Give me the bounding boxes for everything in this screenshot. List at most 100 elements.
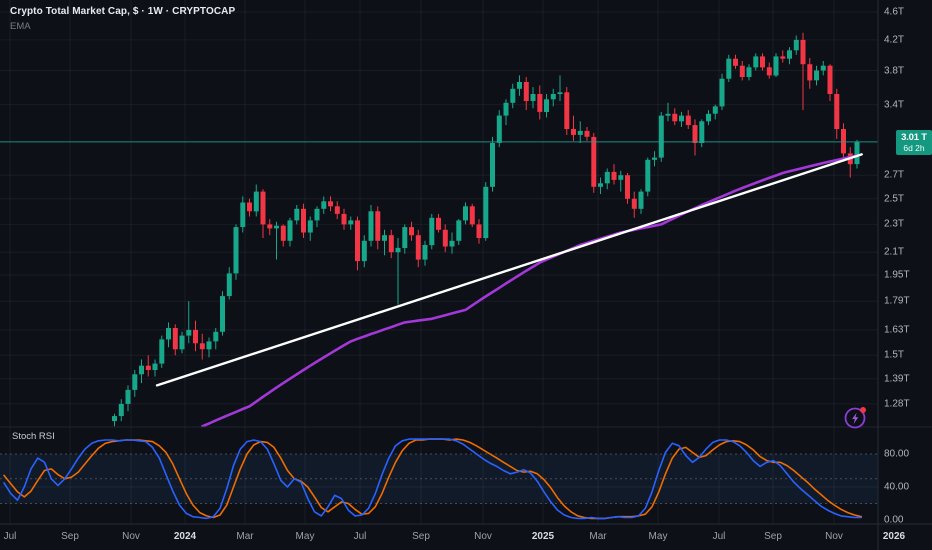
- candle: [814, 65, 819, 86]
- time-axis-label: Sep: [61, 531, 79, 542]
- stoch-rsi-label[interactable]: Stoch RSI: [12, 431, 55, 442]
- time-axis-label: Jul: [3, 531, 17, 542]
- candle: [841, 123, 846, 162]
- candle: [672, 108, 678, 126]
- candle: [733, 54, 738, 69]
- oscillator-axis-label: 40.00: [884, 481, 910, 493]
- candle: [132, 370, 138, 397]
- candle: [267, 219, 273, 236]
- price-axis[interactable]: 4.6T 4.2T 3.8T 3.4T 2.7T 2.5T 2.3T 2.1T 1.95T 1.7…: [878, 0, 932, 427]
- candle: [692, 119, 698, 156]
- candle: [226, 267, 232, 300]
- candle: [179, 331, 185, 354]
- last-price-badge: 3.01 T 6d 2h: [896, 129, 932, 155]
- oscillator-axis-label: 80.00: [884, 448, 910, 460]
- candle: [827, 64, 833, 101]
- candle: [820, 61, 826, 76]
- candle: [537, 85, 543, 120]
- candle: [584, 127, 590, 141]
- candle: [746, 64, 752, 81]
- candle: [388, 229, 394, 259]
- time-axis-label: Sep: [764, 531, 782, 542]
- candle: [557, 75, 563, 101]
- candle: [490, 136, 495, 192]
- price-axis-label: 1.5T: [884, 349, 905, 361]
- time-axis-label: 2024: [173, 531, 197, 542]
- candle: [719, 73, 725, 111]
- candle: [530, 87, 536, 109]
- candle: [760, 53, 765, 71]
- candle: [652, 151, 657, 167]
- candle: [463, 202, 468, 225]
- candle: [807, 57, 813, 89]
- candle: [280, 224, 286, 247]
- candle: [159, 335, 165, 368]
- candle: [631, 191, 637, 218]
- candle: [496, 110, 502, 148]
- candle: [726, 54, 732, 82]
- chart-legend: Crypto Total Market Cap, $ · 1W · CRYPTO…: [10, 6, 235, 32]
- price-axis-label: 1.28T: [884, 398, 910, 410]
- candle: [260, 189, 266, 238]
- price-axis-label: 3.4T: [884, 99, 905, 111]
- ema-indicator-label[interactable]: EMA: [10, 21, 31, 32]
- candle: [382, 229, 387, 256]
- candle: [125, 385, 131, 412]
- candle: [456, 219, 462, 245]
- candle: [213, 328, 219, 350]
- candle: [402, 224, 408, 254]
- candle: [247, 198, 252, 217]
- candle: [294, 205, 300, 225]
- candle: [544, 94, 549, 118]
- last-price-value: 3.01 T: [901, 131, 927, 143]
- candle: [274, 221, 279, 260]
- time-axis-label: May: [295, 531, 315, 542]
- candle: [598, 177, 603, 194]
- candle: [638, 189, 644, 214]
- candle: [604, 168, 610, 190]
- bar-countdown: 6d 2h: [903, 142, 925, 153]
- time-axis-label: Nov: [825, 531, 843, 542]
- time-axis[interactable]: Jul Sep Nov 2024 Mar May Jul Sep Nov 2025 Mar May Ju…: [0, 524, 932, 550]
- candle: [611, 164, 617, 185]
- instant-trading-button[interactable]: [842, 404, 868, 430]
- time-axis-label: Nov: [474, 531, 492, 542]
- candle: [800, 32, 806, 111]
- oscillator-axis[interactable]: 80.00 40.00 0.00: [878, 427, 932, 526]
- candle: [618, 170, 624, 192]
- candle: [193, 320, 198, 352]
- candle: [112, 413, 117, 427]
- time-axis-label: 2025: [531, 531, 555, 542]
- candle: [523, 77, 529, 111]
- candle: [766, 62, 772, 79]
- candles: [112, 32, 860, 427]
- candle: [422, 240, 428, 266]
- candle: [739, 61, 745, 81]
- time-axis-label: Jul: [353, 531, 367, 542]
- candle: [328, 196, 333, 212]
- price-axis-label: 4.6T: [884, 6, 905, 18]
- candle: [753, 53, 759, 71]
- candle: [793, 35, 799, 55]
- candle: [517, 75, 522, 96]
- candle: [301, 203, 306, 238]
- candle: [233, 224, 239, 280]
- candle: [321, 196, 327, 214]
- candle: [706, 110, 711, 126]
- candle: [787, 47, 792, 65]
- candle: [854, 139, 860, 169]
- candle: [847, 147, 853, 178]
- candle: [375, 206, 381, 250]
- price-axis-label: 3.8T: [884, 65, 905, 76]
- candle: [658, 111, 664, 162]
- candle: [368, 205, 374, 247]
- time-axis-label: Sep: [412, 531, 430, 542]
- symbol-title[interactable]: Crypto Total Market Cap, $ · 1W · CRYPTO…: [10, 6, 236, 17]
- candle: [118, 399, 124, 422]
- time-axis-label: Nov: [122, 531, 140, 542]
- candle: [307, 216, 313, 241]
- candle: [334, 201, 340, 220]
- price-axis-label: 4.2T: [884, 34, 905, 46]
- candle: [645, 157, 651, 197]
